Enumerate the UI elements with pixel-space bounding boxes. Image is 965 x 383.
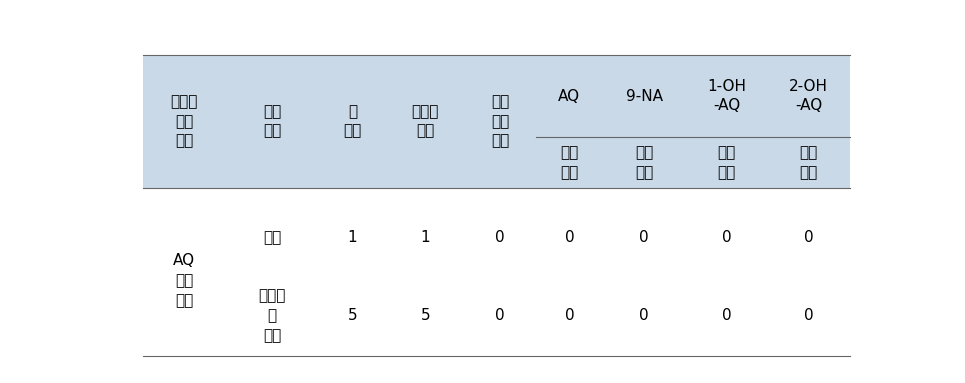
Text: 분석한
개수: 분석한 개수	[412, 104, 439, 139]
Text: 검출
건수: 검출 건수	[717, 145, 735, 180]
Text: 0: 0	[804, 230, 813, 245]
Text: 0: 0	[495, 230, 505, 245]
Text: 9-NA: 9-NA	[625, 88, 663, 103]
Text: 0: 0	[495, 308, 505, 323]
Text: 0: 0	[804, 308, 813, 323]
Text: 0: 0	[565, 230, 574, 245]
Text: 0: 0	[640, 230, 648, 245]
Text: 1: 1	[347, 230, 357, 245]
Bar	[143, 55, 850, 188]
Text: 티백: 티백	[262, 230, 281, 245]
Text: 검출
시료
개수: 검출 시료 개수	[491, 94, 510, 149]
Text: AQ: AQ	[559, 88, 580, 103]
Bar	[143, 188, 850, 355]
Text: 5: 5	[347, 308, 357, 323]
Text: 2-OH
-AQ: 2-OH -AQ	[789, 79, 828, 113]
Text: 0: 0	[722, 308, 731, 323]
Text: 5: 5	[421, 308, 430, 323]
Text: AQ
검출
시료: AQ 검출 시료	[173, 253, 195, 308]
Text: 검출
건수: 검출 건수	[561, 145, 578, 180]
Text: 0: 0	[640, 308, 648, 323]
Text: 옵
개수: 옵 개수	[344, 104, 362, 139]
Text: 검출
건수: 검출 건수	[800, 145, 817, 180]
Text: 1: 1	[421, 230, 430, 245]
Text: 검출
건수: 검출 건수	[635, 145, 653, 180]
Text: 이행량
조사
대상: 이행량 조사 대상	[171, 94, 198, 149]
Text: 시료
종류: 시료 종류	[262, 104, 281, 139]
Text: 0: 0	[565, 308, 574, 323]
Text: 1-OH
-AQ: 1-OH -AQ	[707, 79, 746, 113]
Text: 도시락
및
박스: 도시락 및 박스	[259, 288, 286, 343]
Text: 0: 0	[722, 230, 731, 245]
